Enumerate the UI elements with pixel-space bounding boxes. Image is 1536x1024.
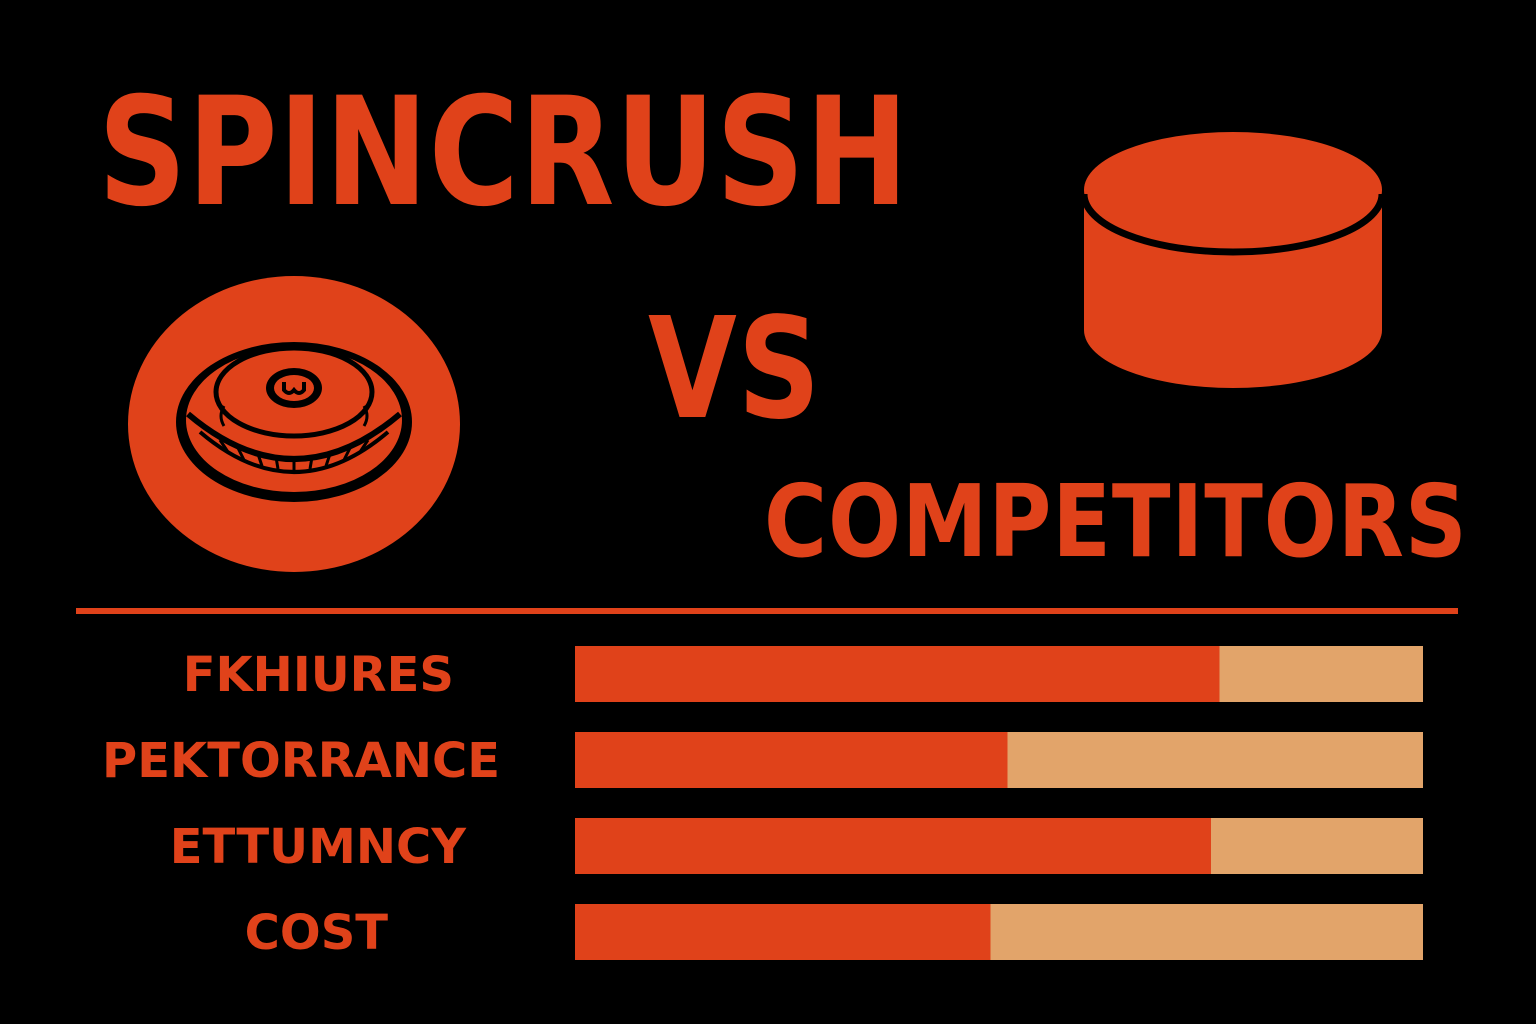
vs-label: VS [648,288,822,451]
category-label: ETTUMNCY [170,819,468,875]
bar-segment-primary [575,818,1211,874]
cylinder-icon [1080,128,1386,390]
category-label: PEKTORRANCE [102,733,500,789]
bar-segment-secondary [1219,646,1423,702]
bar-segment-primary [575,904,991,960]
comparison-bar-chart: FKHIURES PEKTORRANCE ETTUMNCY COST [102,646,1423,961]
competitors-label: COMPETITORS [764,463,1468,580]
bar-segment-secondary [1211,818,1423,874]
category-label: COST [245,905,389,961]
bar-segment-secondary [990,904,1423,960]
bar-segment-primary [575,646,1220,702]
category-label: FKHIURES [183,647,454,703]
bar-segment-primary [575,732,1008,788]
puck-icon [126,274,462,574]
section-divider [76,608,1458,614]
page-title: SPINCRUSH [98,66,910,240]
bar-segment-secondary [1007,732,1423,788]
